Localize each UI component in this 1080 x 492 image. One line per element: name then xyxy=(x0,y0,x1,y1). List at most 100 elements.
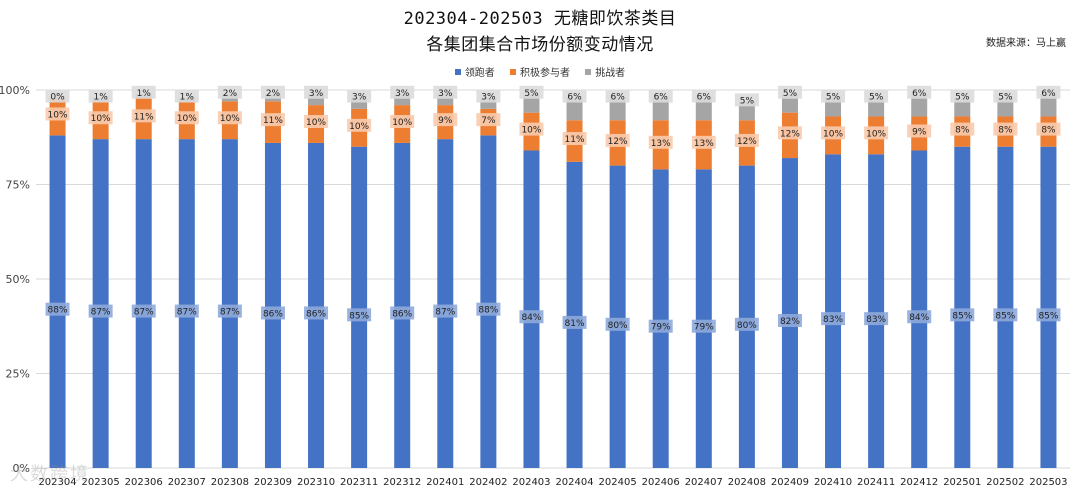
bar-challenger xyxy=(351,97,368,109)
x-tick-label: 202305 xyxy=(82,477,120,488)
data-label-box-leader xyxy=(476,302,501,316)
x-tick-label: 202404 xyxy=(555,477,593,488)
data-label-leader: 87% xyxy=(435,308,455,318)
bar-leader xyxy=(437,139,454,468)
data-label-box-challenger xyxy=(648,89,673,103)
data-label-challenger: 5% xyxy=(998,93,1013,103)
data-label-box-active xyxy=(907,124,932,138)
data-label-leader: 85% xyxy=(349,311,369,321)
bar-challenger xyxy=(308,93,325,106)
data-label-challenger: 1% xyxy=(137,89,152,99)
bar-leader xyxy=(652,169,669,468)
bar-leader xyxy=(1040,146,1057,468)
bar-leader xyxy=(738,165,755,468)
data-label-challenger: 3% xyxy=(395,89,410,99)
data-label-challenger: 3% xyxy=(438,89,453,99)
bar-challenger xyxy=(652,97,669,121)
bar-leader xyxy=(49,135,66,469)
data-label-box-active xyxy=(260,113,285,127)
data-label-box-challenger xyxy=(562,89,587,103)
data-label-box-leader xyxy=(433,304,458,318)
legend: 领跑者 积极参与者 挑战者 xyxy=(0,64,1080,79)
data-label-leader: 79% xyxy=(694,323,714,333)
bar-challenger xyxy=(911,93,928,117)
data-label-challenger: 6% xyxy=(654,93,669,103)
data-label-box-challenger xyxy=(45,89,70,103)
data-label-challenger: 1% xyxy=(93,93,108,103)
data-label-box-challenger xyxy=(734,93,759,107)
data-label-box-challenger xyxy=(347,89,372,103)
data-label-active: 11% xyxy=(263,116,283,126)
data-label-leader: 85% xyxy=(952,311,972,321)
x-tick-label: 202503 xyxy=(1029,477,1067,488)
data-label-leader: 85% xyxy=(995,311,1015,321)
data-label-active: 10% xyxy=(823,129,843,139)
data-label-box-active xyxy=(476,113,501,127)
data-label-challenger: 5% xyxy=(869,93,884,103)
bar-leader xyxy=(609,165,626,468)
data-label-challenger: 1% xyxy=(180,93,195,103)
bar-leader xyxy=(480,135,497,469)
data-label-box-active xyxy=(993,122,1018,136)
data-label-challenger: 6% xyxy=(697,93,712,103)
data-label-active: 9% xyxy=(438,116,453,126)
bar-leader xyxy=(954,146,971,468)
data-label-leader: 87% xyxy=(134,308,154,318)
data-label-leader: 83% xyxy=(823,315,843,325)
data-label-box-challenger xyxy=(605,89,630,103)
data-label-leader: 82% xyxy=(780,317,800,327)
bar-leader xyxy=(523,150,540,469)
chart-title: 202304-202503 无糖即饮茶类目 各集团集合市场份额变动情况 xyxy=(0,6,1080,58)
data-label-leader: 85% xyxy=(1038,311,1058,321)
data-label-leader: 81% xyxy=(565,319,585,329)
data-label-box-active xyxy=(174,111,199,125)
bar-challenger xyxy=(609,97,626,121)
x-tick-label: 202306 xyxy=(125,477,163,488)
data-label-leader: 87% xyxy=(220,308,240,318)
data-label-leader: 86% xyxy=(392,309,412,319)
x-tick-label: 202310 xyxy=(297,477,335,488)
data-label-box-active xyxy=(45,107,70,121)
x-tick-label: 202403 xyxy=(512,477,550,488)
data-label-box-active xyxy=(562,132,587,146)
data-label-box-challenger xyxy=(88,89,113,103)
data-label-box-challenger xyxy=(907,85,932,99)
data-label-box-active xyxy=(131,109,156,123)
data-label-box-active xyxy=(821,126,846,140)
bar-challenger xyxy=(394,93,411,106)
data-label-box-leader xyxy=(605,317,630,331)
data-label-box-active xyxy=(347,118,372,132)
bar-leader xyxy=(911,150,928,469)
data-label-box-leader xyxy=(260,306,285,320)
bar-leader xyxy=(868,154,885,468)
data-label-box-active xyxy=(88,111,113,125)
data-label-active: 13% xyxy=(694,139,714,149)
data-label-box-active xyxy=(777,126,802,140)
data-label-leader: 87% xyxy=(91,308,111,318)
source-note: 数据来源：马上赢 xyxy=(986,38,1066,49)
x-tick-label: 202409 xyxy=(771,477,809,488)
x-tick-label: 202402 xyxy=(469,477,507,488)
data-label-box-leader xyxy=(88,304,113,318)
data-label-leader: 80% xyxy=(737,321,757,331)
y-tick-label: 50% xyxy=(6,273,30,286)
data-label-box-leader xyxy=(562,315,587,329)
data-label-box-challenger xyxy=(217,85,242,99)
data-label-active: 12% xyxy=(780,129,800,139)
data-label-box-leader xyxy=(821,312,846,326)
y-tick-label: 100% xyxy=(0,84,30,97)
data-label-leader: 86% xyxy=(263,309,283,319)
x-tick-label: 202308 xyxy=(211,477,249,488)
y-tick-label: 75% xyxy=(6,179,30,192)
x-tick-label: 202408 xyxy=(728,477,766,488)
data-label-box-leader xyxy=(304,306,329,320)
data-label-box-active xyxy=(734,133,759,147)
data-label-box-challenger xyxy=(950,89,975,103)
y-tick-label: 0% xyxy=(13,462,30,475)
x-tick-label: 202309 xyxy=(254,477,292,488)
bar-leader xyxy=(351,146,368,468)
legend-label-leader: 领跑者 xyxy=(464,68,495,79)
grid-lines xyxy=(36,89,1070,469)
data-label-box-leader xyxy=(45,302,70,316)
